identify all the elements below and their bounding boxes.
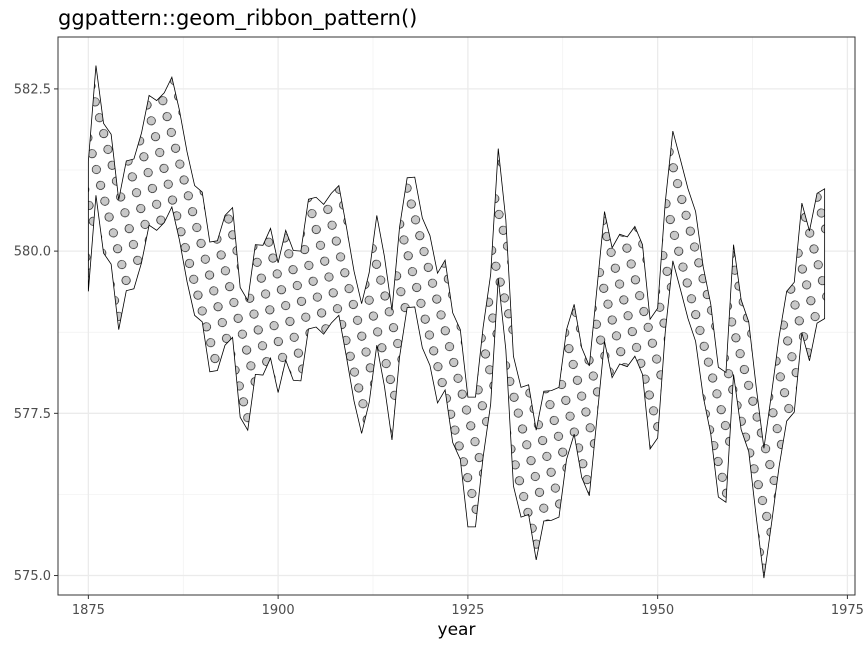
plot-panel (58, 37, 855, 595)
x-tick-label: 1900 (262, 603, 295, 618)
plot-border (57, 36, 856, 596)
y-axis: 575.0 577.5 580.0 582.5 (14, 82, 58, 584)
chart-title: ggpattern::geom_ribbon_pattern() (58, 6, 417, 31)
x-axis: 1875 1900 1925 1950 1975 (72, 595, 864, 618)
ribbon-layer (87, 65, 826, 579)
y-tick-label: 577.5 (14, 407, 51, 422)
y-tick-label: 575.0 (14, 569, 51, 584)
y-tick-label: 582.5 (14, 82, 51, 97)
x-tick-label: 1950 (641, 603, 674, 618)
x-tick-label: 1975 (831, 603, 864, 618)
x-tick-label: 1875 (72, 603, 105, 618)
ribbon-area (87, 65, 826, 579)
y-tick-label: 580.0 (14, 245, 51, 260)
x-axis-title: year (438, 620, 476, 640)
x-tick-label: 1925 (451, 603, 484, 618)
